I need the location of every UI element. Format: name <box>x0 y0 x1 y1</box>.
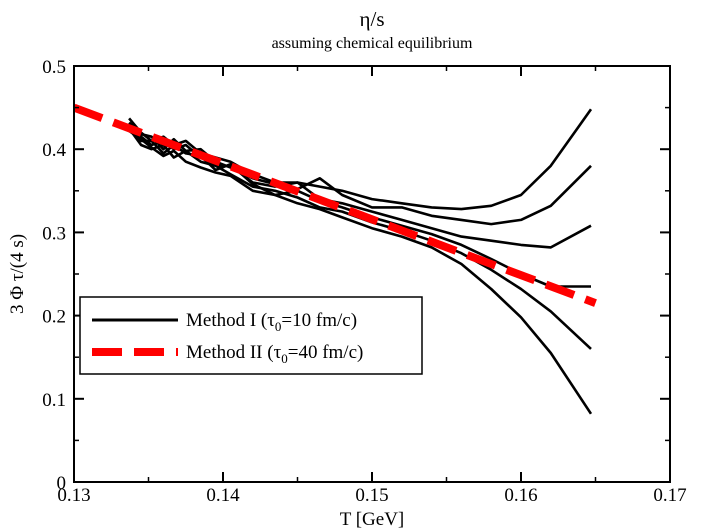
x-tick-label: 0.16 <box>504 485 537 506</box>
x-tick-label: 0.15 <box>355 485 388 506</box>
legend-label-method2: Method II (τ0=40 fm/c) <box>186 342 363 366</box>
legend-box <box>79 296 423 375</box>
x-tick-label: 0.14 <box>206 485 240 506</box>
series-line-method2 <box>74 103 597 307</box>
series-layer <box>74 103 597 415</box>
legend-label-method1: Method I (τ0=10 fm/c) <box>186 310 357 334</box>
x-axis-label: T [GeV] <box>340 509 405 529</box>
series-line-method1-6 <box>128 129 593 415</box>
x-tick-label: 0.17 <box>653 485 686 506</box>
chart-subtitle: assuming chemical equilibrium <box>272 35 473 52</box>
y-tick-label: 0.3 <box>42 223 66 244</box>
y-tick-label: 0.2 <box>42 307 66 328</box>
chart-title: η/s <box>360 7 385 31</box>
legend: Method I (τ0=10 fm/c) Method II (τ0=40 f… <box>79 296 423 375</box>
ticks-layer: 0.13 0.14 0.15 0.16 0.17 0 0.1 0.2 0.3 0.4 0.5 <box>42 57 686 506</box>
y-axis-label: 3 Φ τ/(4 s) <box>7 234 28 314</box>
x-tick-label: 0.13 <box>57 485 90 506</box>
y-tick-label: 0.5 <box>42 57 66 78</box>
y-tick-label: 0 <box>57 473 67 494</box>
y-tick-label: 0.1 <box>42 390 66 411</box>
y-tick-label: 0.4 <box>42 140 66 161</box>
